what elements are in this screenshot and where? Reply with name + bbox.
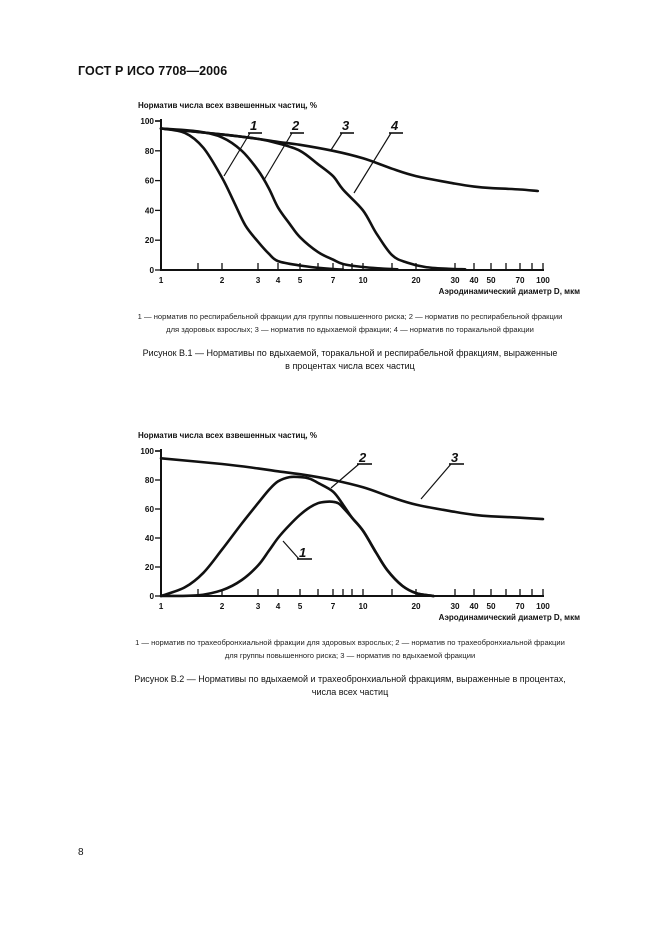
y-axis-title: Норматив числа всех взвешенных частиц, % xyxy=(138,431,317,440)
y-tick-label: 80 xyxy=(145,476,155,485)
x-tick-label: 40 xyxy=(469,276,479,285)
leader-line xyxy=(223,132,251,177)
x-tick-label: 70 xyxy=(515,602,525,611)
curve-label-2: 2 xyxy=(291,118,300,133)
y-tick-label: 80 xyxy=(145,147,155,156)
x-tick-label: 30 xyxy=(450,602,460,611)
legend-line: 1 — норматив по трахеобронхиальной фракц… xyxy=(135,638,565,647)
x-tick-label: 70 xyxy=(515,276,525,285)
figure-b2-legend: 1 — норматив по трахеобронхиальной фракц… xyxy=(80,637,620,662)
leader-line xyxy=(420,463,452,500)
x-tick-label: 10 xyxy=(358,276,368,285)
curve-label-2: 2 xyxy=(358,450,367,465)
series-2-line xyxy=(159,475,435,598)
x-tick-label: 5 xyxy=(298,602,303,611)
curve-label-3: 3 xyxy=(342,118,350,133)
curve-label-3: 3 xyxy=(451,450,459,465)
series-2-line xyxy=(159,127,399,271)
caption-line: Рисунок В.1 — Нормативы по вдыхаемой, то… xyxy=(142,348,558,358)
x-tick-label: 3 xyxy=(256,602,261,611)
x-tick-label: 5 xyxy=(298,276,303,285)
x-tick-label: 20 xyxy=(411,602,421,611)
series-1-line xyxy=(159,500,435,598)
series-3-line xyxy=(159,457,545,521)
leader-line xyxy=(330,132,343,151)
y-tick-label: 20 xyxy=(145,236,155,245)
x-tick-label: 7 xyxy=(331,276,336,285)
x-tick-label: 30 xyxy=(450,276,460,285)
caption-line: числа всех частиц xyxy=(311,687,389,697)
legend-line: для здоровых взрослых; 3 — норматив по в… xyxy=(166,324,534,334)
page-number: 8 xyxy=(78,847,84,858)
leader-line xyxy=(282,540,300,560)
x-tick-label: 10 xyxy=(358,602,368,611)
curve-label-1: 1 xyxy=(250,118,257,133)
x-tick-label: 2 xyxy=(220,276,225,285)
y-tick-label: 0 xyxy=(149,266,154,275)
x-tick-label: 100 xyxy=(536,602,550,611)
figure-b2-chart: Норматив числа всех взвешенных частиц, %… xyxy=(138,431,580,622)
x-tick-label: 50 xyxy=(486,602,496,611)
figure-b1-legend: 1 — норматив по респирабельной фракции д… xyxy=(80,311,620,336)
curve-label-1: 1 xyxy=(299,545,306,560)
x-tick-label: 50 xyxy=(486,276,496,285)
figure-b1-caption: Рисунок В.1 — Нормативы по вдыхаемой, то… xyxy=(80,347,620,373)
y-tick-label: 40 xyxy=(145,206,155,215)
figure-b1-chart: Норматив числа всех взвешенных частиц, %… xyxy=(138,101,580,296)
curve-label-4: 4 xyxy=(390,118,399,133)
y-tick-label: 60 xyxy=(145,177,155,186)
x-tick-label: 100 xyxy=(536,276,550,285)
y-tick-label: 40 xyxy=(145,534,155,543)
y-tick-label: 100 xyxy=(140,447,154,456)
figure-b2-caption: Рисунок В.2 — Нормативы по вдыхаемой и т… xyxy=(80,673,620,699)
series-4-line xyxy=(159,127,467,271)
leader-line xyxy=(330,463,360,489)
leader-line xyxy=(263,132,293,181)
x-tick-label: 4 xyxy=(276,276,281,285)
caption-line: в процентах числа всех частиц xyxy=(285,361,415,371)
x-tick-label: 2 xyxy=(220,602,225,611)
x-axis-title: Аэродинамический диаметр D, мкм xyxy=(439,287,580,296)
y-tick-label: 0 xyxy=(149,592,154,601)
x-tick-label: 3 xyxy=(256,276,261,285)
x-tick-label: 4 xyxy=(276,602,281,611)
x-tick-label: 20 xyxy=(411,276,421,285)
caption-line: Рисунок В.2 — Нормативы по вдыхаемой и т… xyxy=(134,674,566,684)
y-tick-label: 100 xyxy=(140,117,154,126)
legend-line: для группы повышенного риска; 3 — нормат… xyxy=(224,650,476,660)
x-tick-label: 40 xyxy=(469,602,479,611)
x-axis-title: Аэродинамический диаметр D, мкм xyxy=(439,613,580,622)
x-tick-label: 1 xyxy=(159,602,164,611)
y-tick-label: 60 xyxy=(145,505,155,514)
legend-line: 1 — норматив по респирабельной фракции д… xyxy=(137,312,563,321)
leader-line xyxy=(353,132,392,194)
y-axis-title: Норматив числа всех взвешенных частиц, % xyxy=(138,101,317,110)
y-tick-label: 20 xyxy=(145,563,155,572)
x-tick-label: 1 xyxy=(159,276,164,285)
series-1-line xyxy=(159,127,345,271)
x-tick-label: 7 xyxy=(331,602,336,611)
document-header: ГОСТ Р ИСО 7708—2006 xyxy=(78,64,228,78)
